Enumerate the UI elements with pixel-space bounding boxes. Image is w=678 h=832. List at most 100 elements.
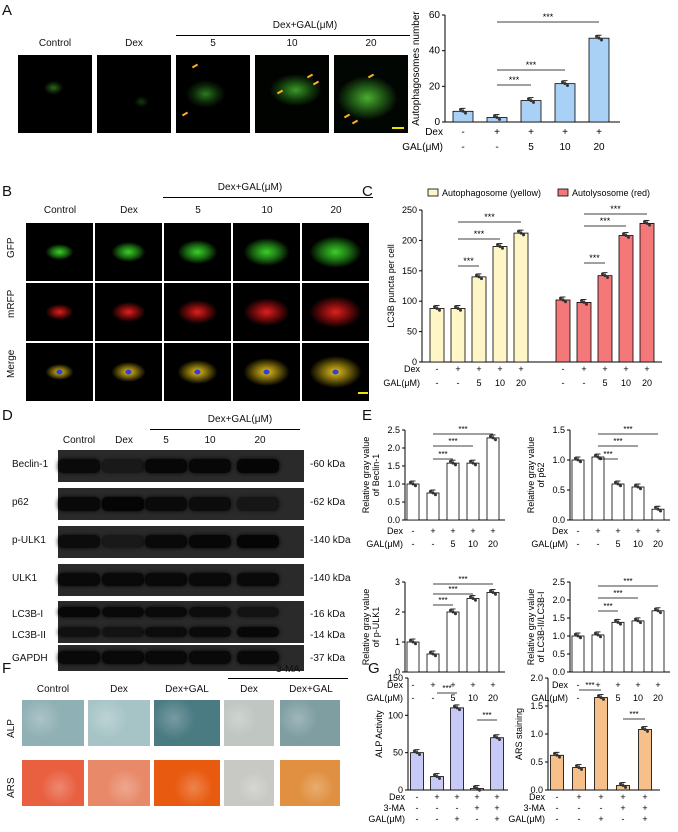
b-image-merge-3 bbox=[233, 343, 300, 401]
g0-row-value: + bbox=[434, 792, 439, 802]
e1-row-value: - bbox=[597, 539, 600, 549]
c-point bbox=[519, 231, 523, 235]
a-label-5: 5 bbox=[210, 38, 216, 49]
e0-y-tick-label: 1.0 bbox=[387, 479, 400, 489]
g1-row-value: + bbox=[620, 803, 625, 813]
e2-point bbox=[474, 598, 477, 602]
b-image-gfp-0 bbox=[26, 223, 93, 281]
f-label-dex-3ma: Dex bbox=[240, 684, 258, 695]
blot-band-5-1 bbox=[102, 627, 144, 637]
g1-bar bbox=[572, 767, 586, 791]
blot-band-3-2 bbox=[145, 573, 187, 586]
a-label-20: 20 bbox=[365, 38, 377, 49]
e3-point bbox=[576, 634, 580, 638]
b-image-mrfp-2 bbox=[164, 283, 231, 341]
g0-row-value: + bbox=[494, 803, 499, 813]
c-point bbox=[606, 275, 609, 279]
g0-row-label: 3-MA bbox=[383, 803, 405, 813]
f-image-ars-2 bbox=[154, 760, 220, 806]
e3-row-value: + bbox=[615, 680, 620, 690]
a-image-5 bbox=[176, 55, 250, 133]
blot-band-4-0 bbox=[58, 607, 100, 617]
g0-y-label: ALP Activity bbox=[374, 710, 384, 758]
g0-y-tick-label: 150 bbox=[388, 673, 403, 683]
a-label-dex: Dex bbox=[125, 38, 143, 49]
e3-sig-label: *** bbox=[613, 589, 622, 598]
g1-point bbox=[577, 766, 581, 770]
c-point bbox=[498, 244, 502, 248]
g1-row-value: - bbox=[600, 803, 603, 813]
e2-row-value: - bbox=[412, 680, 415, 690]
e3-y-label: Relative gray value bbox=[526, 589, 536, 666]
a-y-label: Autophagosomes number bbox=[411, 11, 422, 126]
e2-row-value: - bbox=[432, 693, 435, 703]
a-row-value: 5 bbox=[528, 142, 534, 153]
e0-point bbox=[434, 493, 437, 497]
g1-point bbox=[646, 729, 649, 733]
a-row-value: - bbox=[461, 142, 464, 153]
e1-row-value: + bbox=[655, 526, 660, 536]
e2-row-value: 10 bbox=[468, 693, 478, 703]
blot-band-3-3 bbox=[189, 573, 231, 586]
b-image-mrfp-0 bbox=[26, 283, 93, 341]
g0-point bbox=[475, 787, 479, 791]
e1-sig-label: *** bbox=[623, 425, 632, 434]
d-header-line bbox=[150, 429, 300, 430]
g1-row-value: + bbox=[620, 792, 625, 802]
blot-band-1-3 bbox=[189, 497, 231, 511]
a-row-value: 20 bbox=[593, 142, 605, 153]
blot-band-4-2 bbox=[145, 607, 187, 617]
a-point bbox=[461, 109, 465, 113]
e1-row-label: Dex bbox=[552, 526, 569, 536]
g0-row-value: + bbox=[454, 792, 459, 802]
g1-row-value: + bbox=[642, 814, 647, 824]
g1-row-value: - bbox=[556, 803, 559, 813]
c-point bbox=[480, 277, 483, 281]
g1-y-tick-label: 1.5 bbox=[530, 701, 543, 711]
e3-row-value: + bbox=[595, 680, 600, 690]
e2-point bbox=[429, 650, 432, 654]
e2-y-tick-label: 2 bbox=[395, 607, 400, 617]
e3-row-value: 20 bbox=[653, 693, 663, 703]
e0-y-tick-label: 2.5 bbox=[387, 425, 400, 435]
g0-row-label: Dex bbox=[389, 792, 406, 802]
g0-y-tick-label: 50 bbox=[393, 748, 403, 758]
c-y-tick-label: 50 bbox=[407, 327, 417, 337]
a-point bbox=[493, 114, 496, 118]
c-row-value: 5 bbox=[602, 378, 607, 388]
e3-row-value: - bbox=[577, 693, 580, 703]
e3-row-value: 10 bbox=[633, 693, 643, 703]
d-size-pulk1: -140 kDa bbox=[310, 535, 351, 546]
c-sig-label: *** bbox=[474, 229, 485, 239]
g0-bar bbox=[430, 776, 444, 791]
e2-row-label: Dex bbox=[387, 680, 404, 690]
e1-row-value: + bbox=[595, 526, 600, 536]
g1-sig-label: *** bbox=[629, 710, 638, 719]
f-header: 3-MA bbox=[276, 664, 300, 675]
d-label-dex: Dex bbox=[115, 435, 133, 446]
e1-row-value: + bbox=[635, 526, 640, 536]
g0-row-value: - bbox=[416, 792, 419, 802]
blot-band-0-0 bbox=[58, 459, 100, 473]
a-y-tick-label: 0 bbox=[434, 117, 440, 128]
panel-label-a: A bbox=[2, 2, 13, 19]
d-size-lc3bi: -16 kDa bbox=[310, 609, 346, 620]
panel-label-e: E bbox=[362, 407, 373, 424]
d-size-ulk1: -140 kDa bbox=[310, 573, 351, 584]
f-header-line bbox=[228, 678, 348, 679]
g0-point bbox=[433, 773, 436, 777]
c-row-label: Dex bbox=[404, 364, 421, 374]
f-image-alp-2 bbox=[154, 700, 220, 746]
d-label-10: 10 bbox=[204, 435, 216, 446]
c-point bbox=[501, 246, 504, 250]
c-row-value: - bbox=[562, 364, 565, 374]
e3-row-label: GAL(μM) bbox=[531, 693, 568, 703]
g0-point bbox=[413, 749, 416, 753]
a-label-control: Control bbox=[38, 38, 72, 49]
e1-y-tick-label: 0.5 bbox=[552, 485, 565, 495]
c-row-value: + bbox=[602, 364, 607, 374]
c-sig-label: *** bbox=[463, 256, 474, 266]
a-y-tick-label: 40 bbox=[429, 46, 441, 57]
panel-label-d: D bbox=[2, 407, 13, 424]
